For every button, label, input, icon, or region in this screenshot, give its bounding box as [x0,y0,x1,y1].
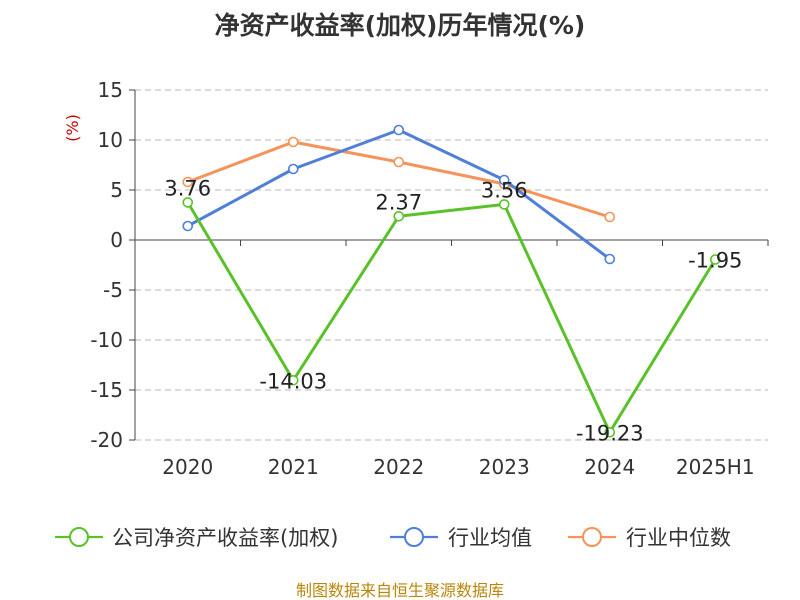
y-tick-label: 0 [110,228,123,252]
source-note: 制图数据来自恒生聚源数据库 [296,581,504,600]
y-tick-label: 5 [110,178,123,202]
legend-label: 行业均值 [448,526,532,550]
series-point[interactable] [498,174,510,186]
series-point[interactable] [287,163,299,175]
data-label: 2.37 [375,190,422,214]
legend-item[interactable]: 公司净资产收益率(加权) [55,526,338,550]
y-axis-label: (%) [63,114,82,142]
chart-title: 净资产收益率(加权)历年情况(%) [215,11,586,40]
y-axis-ticks: 15 10 5 0 -5 -10 -15 -20 [90,78,136,452]
data-label: -1.95 [688,249,742,273]
y-tick-label: -10 [90,328,123,352]
data-label: -19.23 [576,421,644,445]
x-tick-label: 2020 [162,455,213,479]
legend-marker [69,527,89,547]
series-line [186,201,717,434]
legend-item[interactable]: 行业均值 [390,526,532,550]
y-tick-label: 10 [98,128,123,152]
x-tick-label: 2025H1 [676,455,755,479]
data-labels: 3.76 -14.03 2.37 3.56 -19.23 -1.95 [164,176,742,445]
x-tick-label: 2021 [268,455,319,479]
data-label: 3.76 [164,176,211,200]
legend-marker [404,527,424,547]
series-point[interactable] [604,253,616,265]
series-point[interactable] [498,199,510,210]
y-tick-label: -5 [103,278,123,302]
series-point[interactable] [182,197,194,208]
series-point[interactable] [709,254,721,265]
x-tick-label: 2022 [373,455,424,479]
x-tick-label: 2023 [479,455,530,479]
series-point[interactable] [393,211,405,222]
legend-label: 行业中位数 [626,526,731,550]
series-point[interactable] [287,374,299,386]
series-point[interactable] [393,124,405,136]
series-point[interactable] [287,136,299,148]
series-group [182,124,721,438]
x-tick-label: 2024 [584,455,635,479]
data-label: 3.56 [481,178,528,202]
series-point[interactable] [393,156,405,168]
y-tick-label: -15 [90,378,123,402]
legend[interactable]: 公司净资产收益率(加权) 行业均值 行业中位数 [55,526,731,550]
series-point[interactable] [604,211,616,223]
x-axis: 2020 2021 2022 2023 2024 2025H1 [134,239,769,479]
gridlines [135,89,768,441]
y-tick-label: 15 [98,78,123,102]
legend-marker [582,527,602,547]
series-point[interactable] [604,426,616,438]
legend-item[interactable]: 行业中位数 [568,526,731,550]
data-label: -14.03 [259,369,327,393]
series-point[interactable] [182,220,194,232]
series-point[interactable] [182,176,194,188]
y-tick-label: -20 [90,428,123,452]
legend-label: 公司净资产收益率(加权) [112,526,338,550]
